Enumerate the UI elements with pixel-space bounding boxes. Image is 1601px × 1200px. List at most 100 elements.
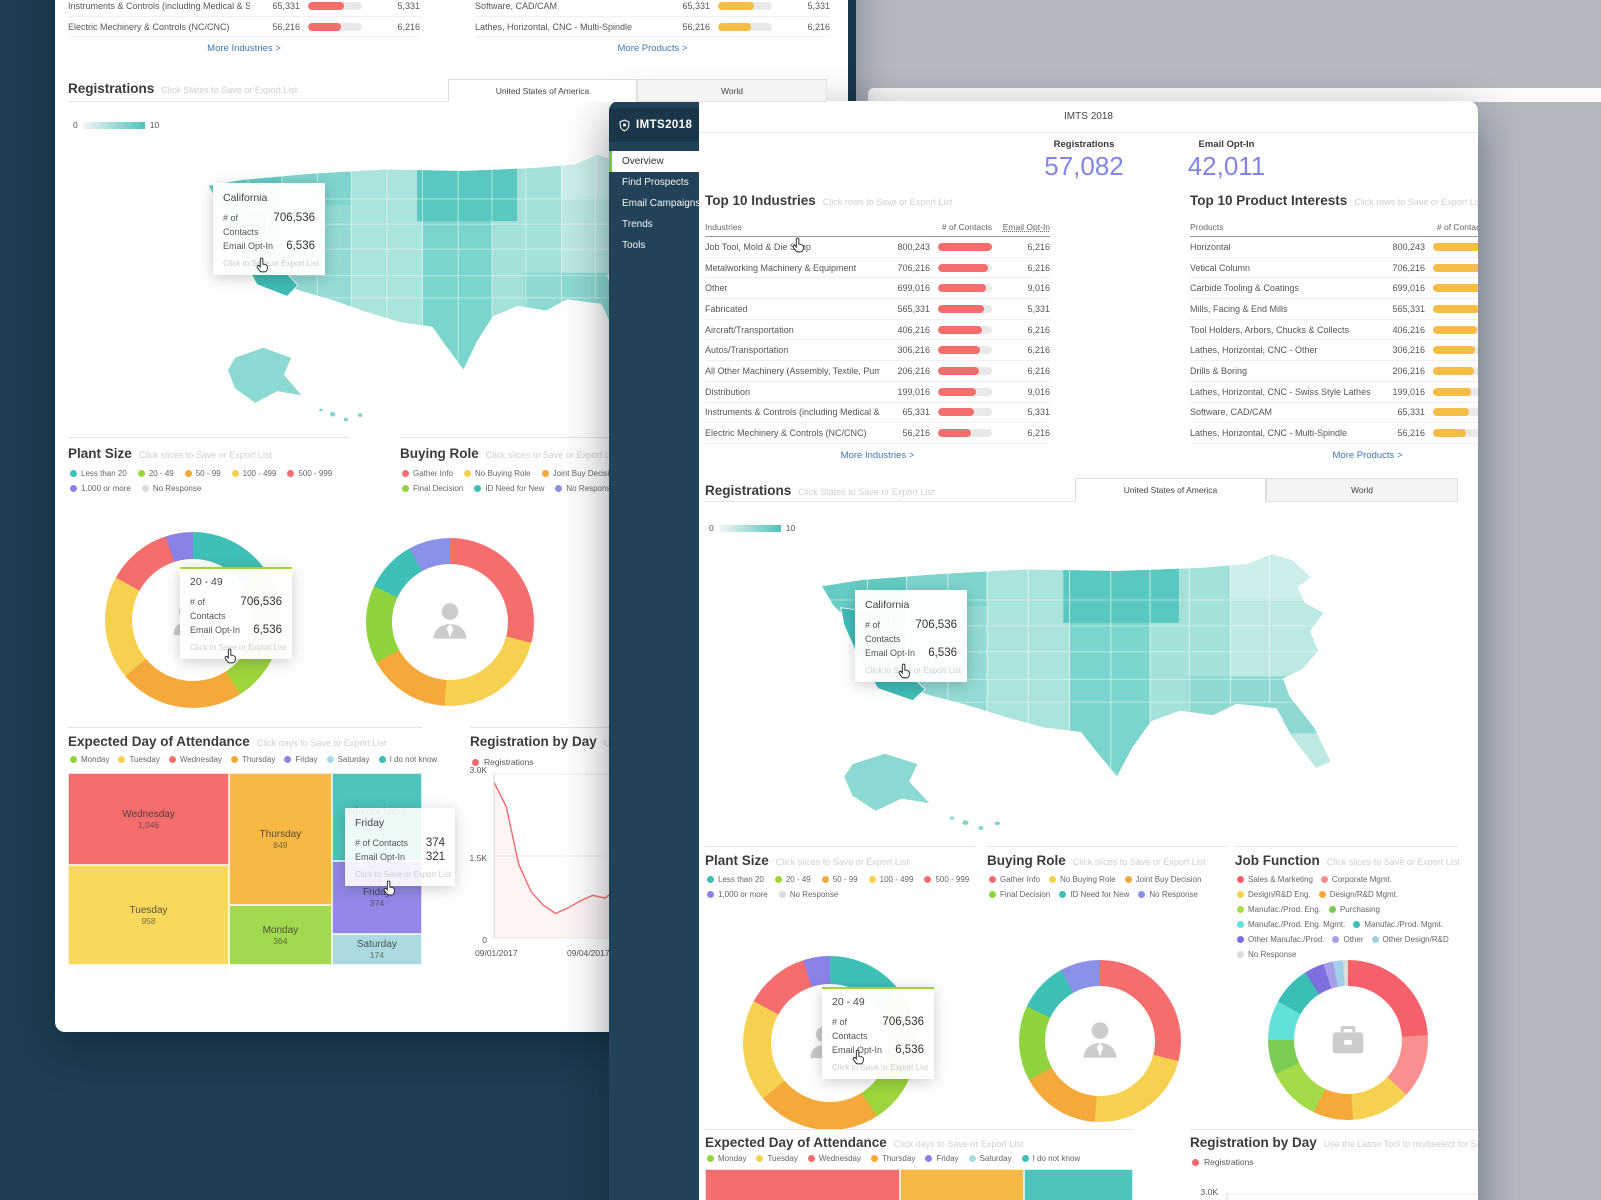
table-row[interactable]: Instruments & Controls (including Medica… xyxy=(68,0,420,17)
legend-item[interactable]: Other Design/R&D xyxy=(1371,934,1449,945)
table-row[interactable]: Electric Mechinery & Controls (NC/CNC) 5… xyxy=(68,17,420,38)
table-row[interactable]: Tool Holders, Arbors, Chucks & Collects … xyxy=(1190,320,1478,341)
more-industries-link[interactable]: More Industries > xyxy=(207,43,281,55)
legend-item[interactable]: No Response xyxy=(1138,889,1198,900)
more-products-link[interactable]: More Products > xyxy=(617,43,688,55)
tab-united-states[interactable]: United States of America xyxy=(1075,478,1266,502)
sidebar-item-email-campaigns[interactable]: Email Campaigns xyxy=(622,198,699,209)
buying-role-donut-chart[interactable] xyxy=(366,538,534,706)
table-row[interactable]: Fabricated 565,331 5,331 xyxy=(705,299,1050,320)
treemap-tile-tuesday[interactable]: Tuesday 958 xyxy=(68,865,230,965)
legend-item[interactable]: 50 - 99 xyxy=(821,874,858,885)
legend-item[interactable]: Monday xyxy=(707,1153,746,1164)
legend-item[interactable]: No Response xyxy=(1237,949,1296,960)
table-row[interactable]: Electric Mechinery & Controls (NC/CNC) 5… xyxy=(705,423,1050,444)
legend-item[interactable]: No Response xyxy=(141,483,201,494)
donut-tooltip-20-49[interactable]: 20 - 49 # of Contacts 706,536 Email Opt-I… xyxy=(180,567,292,659)
table-row[interactable]: All Other Machinery (Assembly, Textile, … xyxy=(705,361,1050,382)
legend-item[interactable]: Tuesday xyxy=(118,754,160,765)
treemap-tile-i-do-not-know[interactable]: I do not know438 xyxy=(1023,1169,1133,1200)
legend-item[interactable]: Other Manufac./Prod. xyxy=(1237,934,1324,945)
table-row[interactable]: Carbide Tooling & Coatings 699,016 9,016 xyxy=(1190,278,1478,300)
table-row[interactable]: Lathes, Horizontal, CNC - Multi-Spindle … xyxy=(475,17,830,38)
table-row[interactable]: Vetical Column 706,216 6,216 xyxy=(1190,258,1478,279)
legend-item[interactable]: 20 - 49 xyxy=(137,468,174,479)
sidebar-item-find-prospects[interactable]: Find Prospects xyxy=(622,177,689,188)
table-row[interactable]: Lathes, Horizontal, CNC - Other 306,216 … xyxy=(1190,340,1478,362)
legend-item[interactable]: Gather Info xyxy=(402,468,453,479)
legend-item[interactable]: No Buying Role xyxy=(1049,874,1116,885)
table-row[interactable]: Aircraft/Transportation 406,216 6,216 xyxy=(705,320,1050,341)
buying-role-donut-chart[interactable] xyxy=(1019,960,1181,1122)
legend-item[interactable]: Less than 20 xyxy=(70,468,127,479)
table-row[interactable]: Metalworking Machinery & Equipment 706,2… xyxy=(705,258,1050,279)
legend-item[interactable]: Friday xyxy=(925,1153,959,1164)
legend-item[interactable]: Thursday xyxy=(230,754,275,765)
legend-item[interactable]: Wednesday xyxy=(168,754,222,765)
job-function-donut-chart[interactable] xyxy=(1268,960,1428,1120)
legend-item[interactable]: Wednesday xyxy=(807,1153,861,1164)
treemap-tile-saturday[interactable]: Saturday 174 xyxy=(331,934,422,965)
legend-item[interactable]: Purchasing xyxy=(1328,904,1380,915)
legend-item[interactable]: 1,000 or more xyxy=(70,483,131,494)
legend-item[interactable]: Less than 20 xyxy=(707,874,764,885)
legend-item[interactable]: 100 - 499 xyxy=(868,874,913,885)
legend-item[interactable]: No Response xyxy=(778,889,838,900)
legend-item[interactable]: 500 - 999 xyxy=(287,468,332,479)
legend-item[interactable]: Manufac./Prod. Mgmt. xyxy=(1353,919,1443,930)
map-tooltip-california[interactable]: California # of Contacts 706,536 Email Op… xyxy=(213,183,325,275)
legend-item[interactable]: Friday xyxy=(284,754,318,765)
legend-item[interactable]: Saturday xyxy=(968,1153,1012,1164)
legend-item[interactable]: Final Decision xyxy=(402,483,463,494)
table-row[interactable]: Horizontal 800,243 6,216 xyxy=(1190,237,1478,258)
treemap-tooltip-friday[interactable]: Friday # of Contacts 374 Email Opt-In 321 … xyxy=(345,808,455,886)
legend-item[interactable]: I do not know xyxy=(1021,1153,1080,1164)
table-row[interactable]: Distribution 199,016 9,016 xyxy=(705,382,1050,403)
legend-item[interactable]: Saturday xyxy=(326,754,370,765)
legend-item[interactable]: Design/R&D Eng. xyxy=(1237,889,1311,900)
more-industries-link[interactable]: More Industries > xyxy=(840,449,915,461)
table-row[interactable]: Software, CAD/CAM 65,331 5,331 xyxy=(475,0,830,17)
legend-item[interactable]: Design/R&D Mgmt. xyxy=(1318,889,1398,900)
sidebar-item-overview[interactable]: Overview xyxy=(609,151,699,172)
legend-item[interactable]: No Buying Role xyxy=(464,468,531,479)
table-row[interactable]: Mills, Facing & End Mills 565,331 5,331 xyxy=(1190,299,1478,320)
tab-world[interactable]: World xyxy=(637,79,827,102)
legend-item[interactable]: Tuesday xyxy=(756,1153,798,1164)
tab-world[interactable]: World xyxy=(1266,478,1458,502)
donut-tooltip-20-49[interactable]: 20 - 49 # of Contacts 706,536 Email Opt-I… xyxy=(822,987,934,1079)
legend-item[interactable]: Sales & Marketing xyxy=(1237,874,1313,885)
table-row[interactable]: Other 699,016 9,016 xyxy=(705,278,1050,300)
tab-united-states[interactable]: United States of America xyxy=(448,79,637,102)
table-row[interactable]: Job Tool, Mold & Die Shop 800,243 6,216 xyxy=(705,237,1050,258)
us-map[interactable] xyxy=(754,539,1414,844)
table-row[interactable]: Lathes, Horizontal, CNC - Swiss Style La… xyxy=(1190,382,1478,403)
legend-item[interactable]: 100 - 499 xyxy=(231,468,276,479)
more-products-link[interactable]: More Products > xyxy=(1332,449,1403,461)
sidebar-item-trends[interactable]: Trends xyxy=(622,219,653,230)
map-tooltip-california[interactable]: California # of Contacts 706,536 Email Op… xyxy=(855,590,967,682)
legend-item[interactable]: No Response xyxy=(555,483,615,494)
table-row[interactable]: Software, CAD/CAM 65,331 5,331 xyxy=(1190,403,1478,424)
table-row[interactable]: Drills & Boring 206,216 6,216 xyxy=(1190,361,1478,382)
legend-item[interactable]: Final Decision xyxy=(989,889,1050,900)
legend-item[interactable]: Joint Buy Decision xyxy=(1124,874,1201,885)
table-row[interactable]: Instruments & Controls (including Medica… xyxy=(705,403,1050,424)
legend-item[interactable]: Manufac./Prod. Eng. xyxy=(1237,904,1321,915)
legend-item[interactable]: Manufac./Prod. Eng. Mgmt. xyxy=(1237,919,1345,930)
legend-item[interactable]: Thursday xyxy=(870,1153,915,1164)
treemap-tile-monday[interactable]: Monday 364 xyxy=(229,905,332,965)
legend-item[interactable]: 500 - 999 xyxy=(924,874,969,885)
legend-item[interactable]: I do not know xyxy=(378,754,437,765)
legend-item[interactable]: Gather Info xyxy=(989,874,1040,885)
legend-item[interactable]: ID Need for New xyxy=(474,483,544,494)
legend-item[interactable]: Other xyxy=(1332,934,1364,945)
legend-item[interactable]: 1,000 or more xyxy=(707,889,768,900)
legend-item[interactable]: 50 - 99 xyxy=(184,468,221,479)
registration-by-day-line-chart[interactable] xyxy=(1226,1191,1478,1200)
table-row[interactable]: Lathes, Horizontal, CNC - Multi-Spindle … xyxy=(1190,423,1478,444)
